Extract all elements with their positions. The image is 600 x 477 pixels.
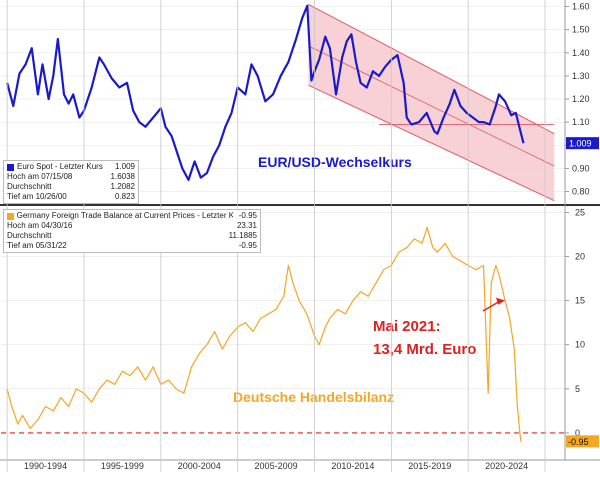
trade-tick-label-1: 20 (575, 252, 585, 262)
eurusd-legend-row-high: Hoch am 07/15/08 1.6038 (7, 172, 135, 182)
trend-channel-upper (308, 3, 555, 135)
eurusd-legend-low-value: 0.823 (114, 192, 135, 201)
trade-balance-panel: 25 20 15 10 5 0 Deutsche Handelsbilanz Mai 2021… (1, 207, 599, 448)
eurusd-tick-label-8: 0.80 (572, 186, 590, 196)
eurusd-legend-low-label: Tief am 10/26/00 (7, 192, 67, 201)
eurusd-legend-title: Euro Spot - Letzter Kurs (17, 162, 103, 171)
eurusd-legend-head: Euro Spot - Letzter Kurs 1.009 (7, 162, 135, 172)
trade-legend-avg-label: Durchschnitt (7, 231, 52, 240)
trade-balance-legend: Germany Foreign Trade Balance at Current… (3, 209, 261, 253)
annotation-line2: 13,4 Mrd. Euro (373, 341, 476, 358)
eurusd-legend-avg-label: Durchschnitt (7, 182, 52, 191)
eurusd-panel: 1.601.501.401.301.201.101.000.900.80EUR/… (1, 2, 599, 202)
eurusd-legend-high-value: 1.6038 (110, 172, 135, 181)
trade-legend-row-low: Tief am 05/31/22 -0.95 (7, 241, 257, 251)
trade-legend-swatch (7, 212, 14, 220)
x-tick-label-4: 2010-2014 (331, 461, 374, 471)
trade-last-value-bg (566, 435, 599, 448)
eurusd-legend-row-avg: Durchschnitt 1.2082 (7, 182, 135, 192)
eurusd-legend-high-label: Hoch am 07/15/08 (7, 172, 73, 181)
eurusd-tick-label-4: 1.20 (572, 94, 590, 104)
eurusd-legend-swatch (7, 163, 14, 171)
annotation-line1: Mai 2021: (373, 318, 441, 335)
eurusd-tick-label-7: 0.90 (572, 163, 590, 173)
eurusd-legend-row-low: Tief am 10/26/00 0.823 (7, 192, 135, 202)
eurusd-tick-label-5: 1.10 (572, 117, 590, 127)
trade-legend-low-label: Tief am 05/31/22 (7, 241, 67, 250)
eurusd-series-line (6, 4, 525, 181)
trade-last-value-label: -0.95 (568, 437, 589, 447)
eurusd-tick-label-3: 1.30 (572, 71, 590, 81)
eurusd-last-value-label: 1.009 (569, 139, 592, 149)
trade-legend-avg-value: 11.1885 (228, 231, 257, 240)
trade-legend-head: Germany Foreign Trade Balance at Current… (7, 211, 257, 221)
x-tick-label-3: 2005-2009 (255, 461, 298, 471)
trade-tick-label-3: 10 (575, 340, 585, 350)
trade-legend-title: Germany Foreign Trade Balance at Current… (16, 211, 233, 220)
trend-channel-fill (308, 4, 555, 201)
eurusd-title: EUR/USD-Wechselkurs (258, 154, 412, 170)
eurusd-legend: Euro Spot - Letzter Kurs 1.009 Hoch am 0… (3, 160, 139, 204)
eurusd-last-value-bg (566, 137, 599, 150)
x-tick-label-0: 1990-1994 (24, 461, 67, 471)
x-tick-label-6: 2020-2024 (485, 461, 528, 471)
eurusd-tick-label-0: 1.60 (572, 2, 590, 12)
trade-tick-label-0: 25 (575, 207, 585, 217)
trade-tick-label-5: 0 (575, 428, 580, 438)
trade-legend-row-avg: Durchschnitt 11.1885 (7, 231, 257, 241)
eurusd-legend-avg-value: 1.2082 (110, 182, 135, 191)
eurusd-legend-title-value: 1.009 (114, 162, 135, 171)
trade-legend-high-label: Hoch am 04/30/16 (7, 221, 73, 230)
trade-legend-low-value: -0.95 (238, 241, 257, 250)
x-tick-label-1: 1995-1999 (101, 461, 144, 471)
trade-legend-high-value: 23.31 (236, 221, 257, 230)
annotation-arrow-shaft (482, 301, 500, 312)
x-tick-label-5: 2015-2019 (408, 461, 451, 471)
trade-tick-label-4: 5 (575, 384, 580, 394)
trend-channel-mid (308, 45, 555, 167)
trade-series-line (6, 226, 522, 442)
eurusd-tick-label-2: 1.40 (572, 48, 590, 58)
trend-channel-lower (308, 84, 555, 202)
trade-legend-row-high: Hoch am 04/30/16 23.31 (7, 221, 257, 231)
eurusd-tick-label-1: 1.50 (572, 25, 590, 35)
trade-tick-label-2: 15 (575, 296, 585, 306)
trade-legend-title-value: -0.95 (238, 211, 257, 220)
annotation-arrow-head (496, 297, 506, 305)
x-tick-label-2: 2000-2004 (178, 461, 221, 471)
trade-title: Deutsche Handelsbilanz (233, 389, 394, 405)
